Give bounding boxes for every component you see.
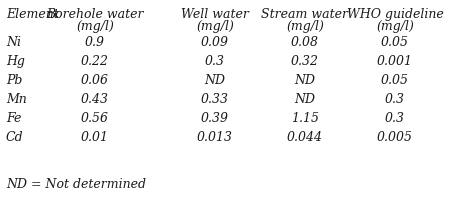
Text: Element: Element — [6, 8, 59, 21]
Text: 0.005: 0.005 — [377, 131, 413, 144]
Text: (mg/l): (mg/l) — [76, 20, 114, 33]
Text: Mn: Mn — [6, 93, 27, 106]
Text: Pb: Pb — [6, 74, 22, 87]
Text: 0.001: 0.001 — [377, 55, 413, 68]
Text: WHO guideline: WHO guideline — [346, 8, 443, 21]
Text: 0.05: 0.05 — [381, 74, 409, 87]
Text: 0.044: 0.044 — [287, 131, 323, 144]
Text: ND: ND — [294, 74, 316, 87]
Text: 0.32: 0.32 — [291, 55, 319, 68]
Text: 0.22: 0.22 — [81, 55, 109, 68]
Text: ND: ND — [204, 74, 226, 87]
Text: 0.09: 0.09 — [201, 36, 229, 49]
Text: 0.05: 0.05 — [381, 36, 409, 49]
Text: Hg: Hg — [6, 55, 25, 68]
Text: (mg/l): (mg/l) — [286, 20, 324, 33]
Text: 0.43: 0.43 — [81, 93, 109, 106]
Text: (mg/l): (mg/l) — [196, 20, 234, 33]
Text: 0.9: 0.9 — [85, 36, 105, 49]
Text: 0.3: 0.3 — [385, 112, 405, 125]
Text: 0.3: 0.3 — [385, 93, 405, 106]
Text: 0.3: 0.3 — [205, 55, 225, 68]
Text: Borehole water: Borehole water — [46, 8, 144, 21]
Text: Cd: Cd — [6, 131, 24, 144]
Text: 0.39: 0.39 — [201, 112, 229, 125]
Text: (mg/l): (mg/l) — [376, 20, 414, 33]
Text: 0.33: 0.33 — [201, 93, 229, 106]
Text: 0.01: 0.01 — [81, 131, 109, 144]
Text: Stream water: Stream water — [262, 8, 348, 21]
Text: Fe: Fe — [6, 112, 21, 125]
Text: 0.56: 0.56 — [81, 112, 109, 125]
Text: Ni: Ni — [6, 36, 21, 49]
Text: ND: ND — [294, 93, 316, 106]
Text: 0.06: 0.06 — [81, 74, 109, 87]
Text: 1.15: 1.15 — [291, 112, 319, 125]
Text: 0.08: 0.08 — [291, 36, 319, 49]
Text: 0.013: 0.013 — [197, 131, 233, 144]
Text: Well water: Well water — [181, 8, 249, 21]
Text: ND = Not determined: ND = Not determined — [6, 178, 146, 191]
